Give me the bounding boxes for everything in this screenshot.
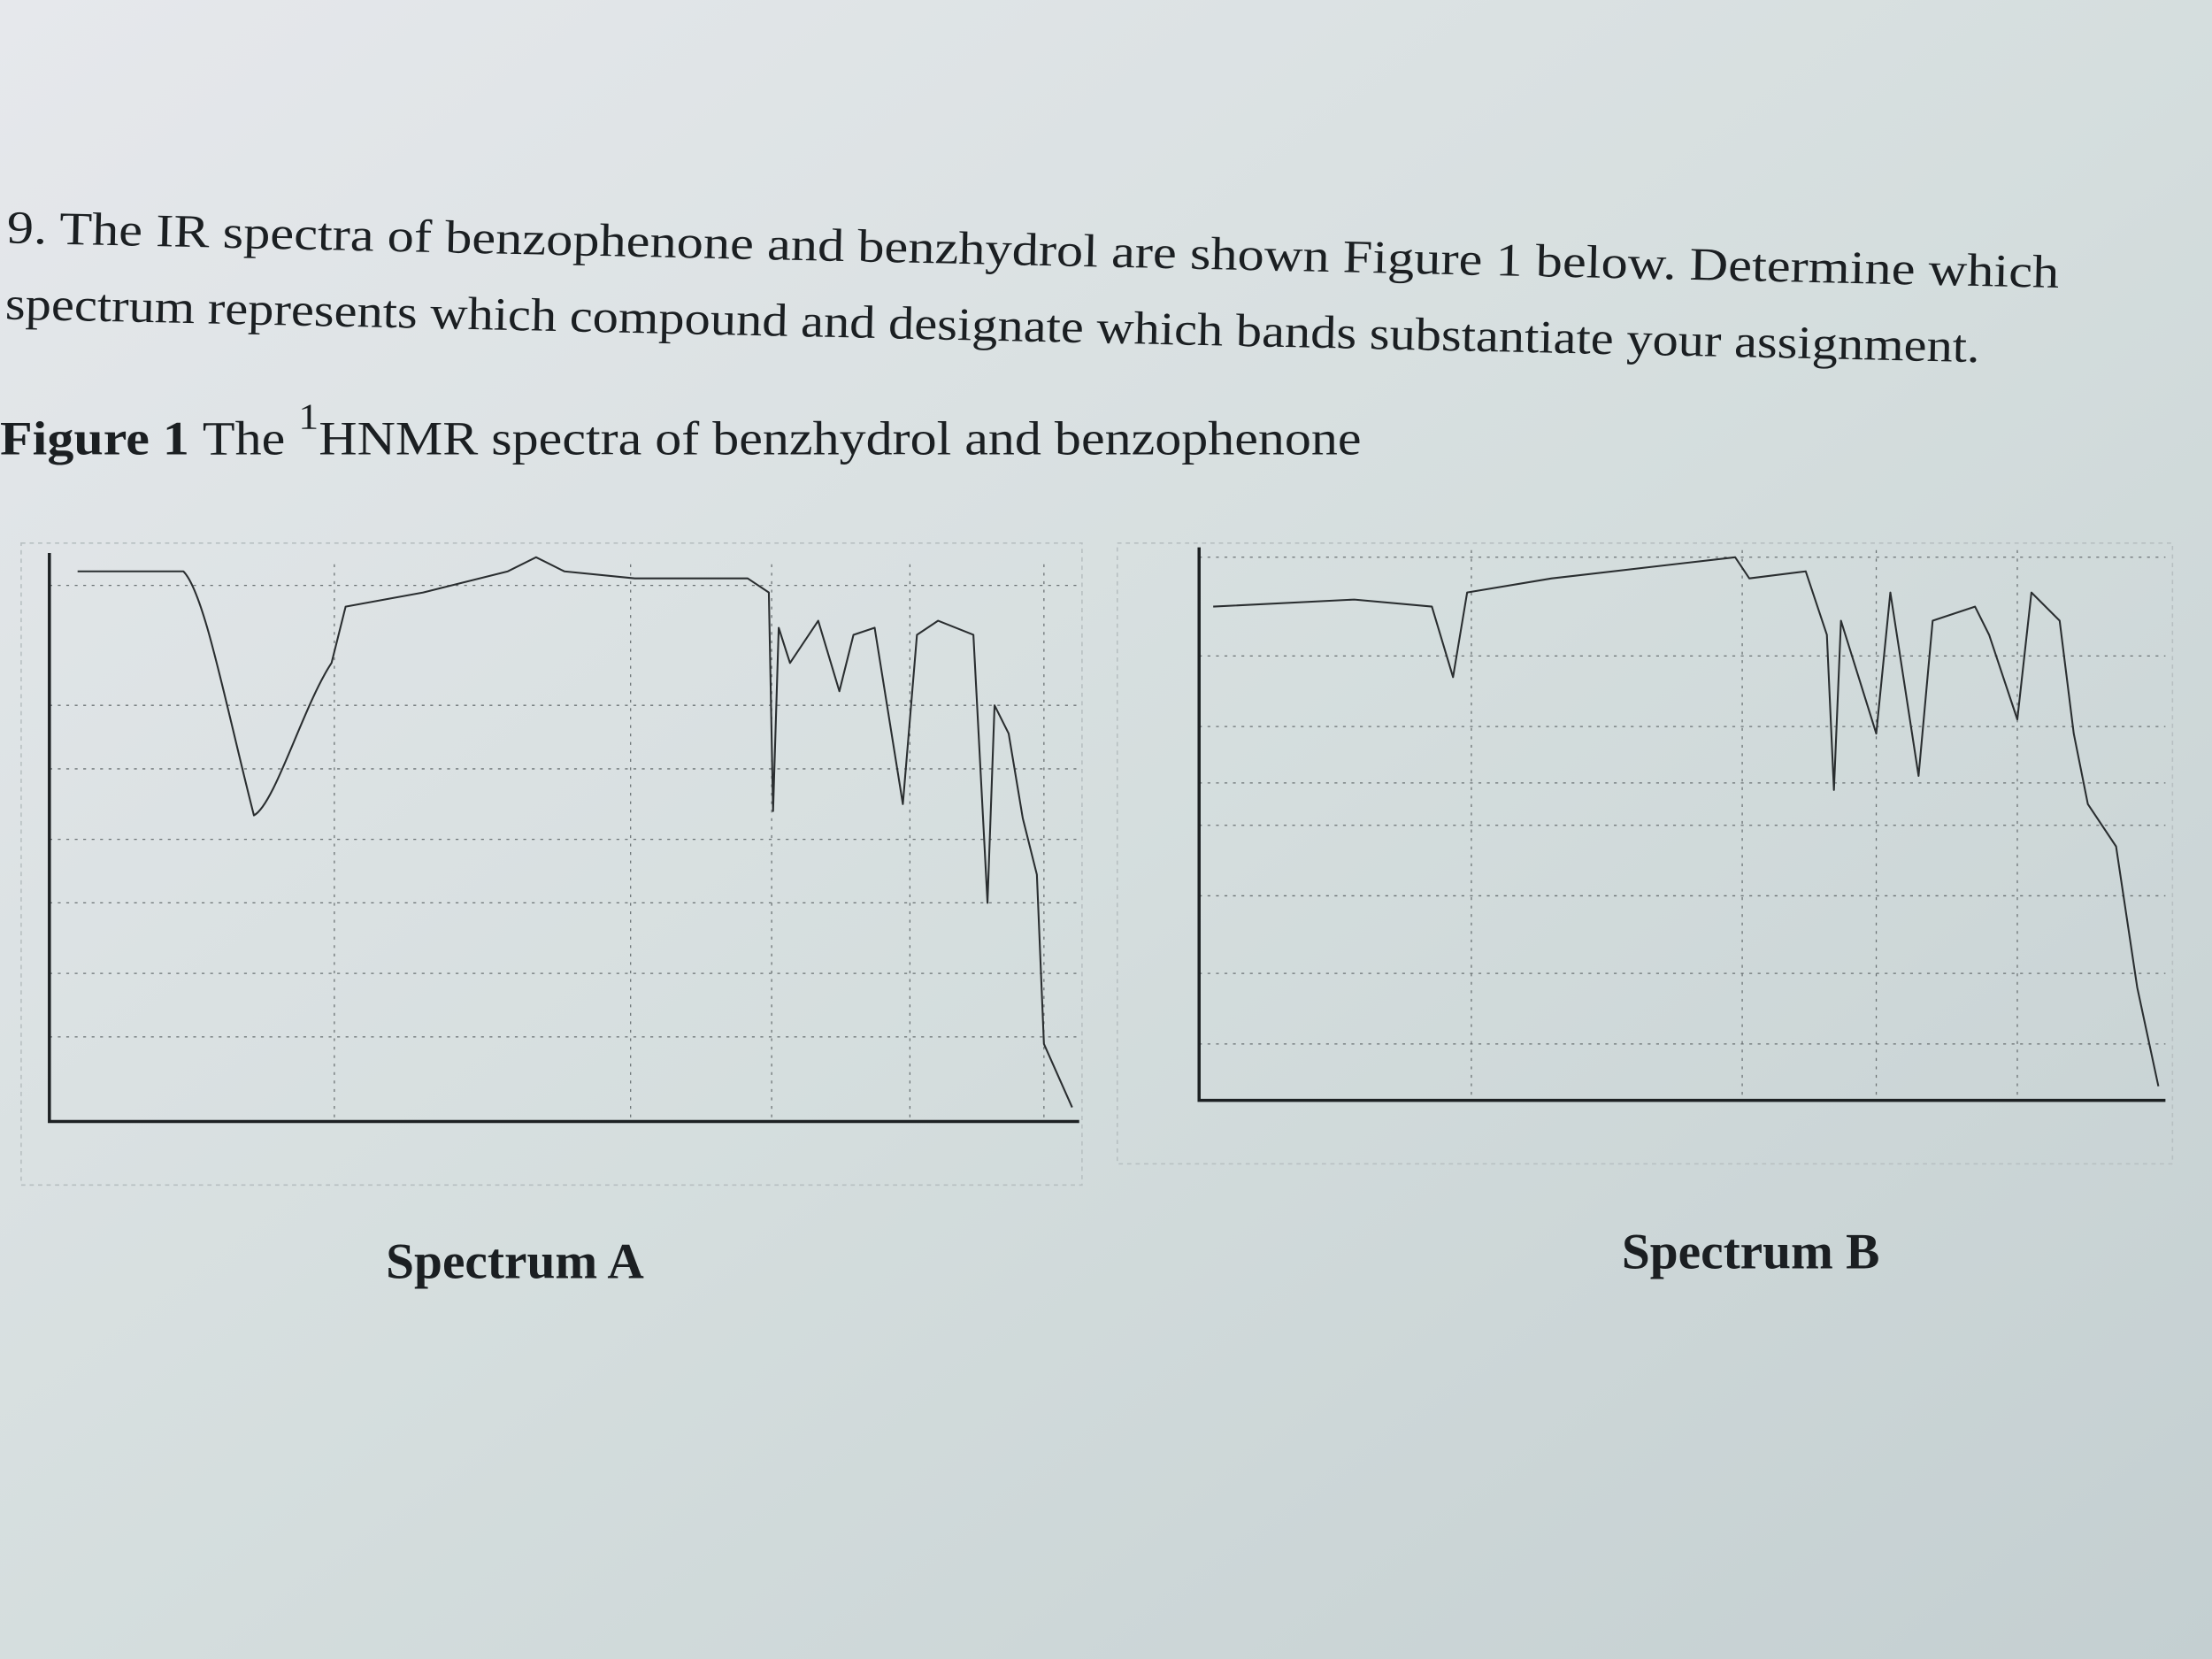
spectrum-curve [77,556,1073,1109]
figure-label: Figure 1 [0,411,189,465]
plot-border [20,542,1083,1187]
figure-caption: Figure 1 The 1HNMR spectra of benzhydrol… [0,396,1362,465]
spectrum-label: Spectrum A [386,1234,644,1290]
spectrum-label: Spectrum B [1622,1224,1880,1279]
caption-superscript: 1 [298,396,319,437]
plot-border [1116,542,2174,1165]
spectrum-a-plot [20,542,1083,1187]
spectrum-curve [1213,556,2160,1087]
spectrum-b-plot [1116,542,2174,1165]
caption-text: The [203,411,285,465]
axes [48,553,1079,1124]
caption-text: HNMR spectra of benzhydrol and benzophen… [319,411,1361,465]
axes [1197,547,2166,1102]
grid [1199,549,2166,1101]
grid [49,564,1079,1122]
